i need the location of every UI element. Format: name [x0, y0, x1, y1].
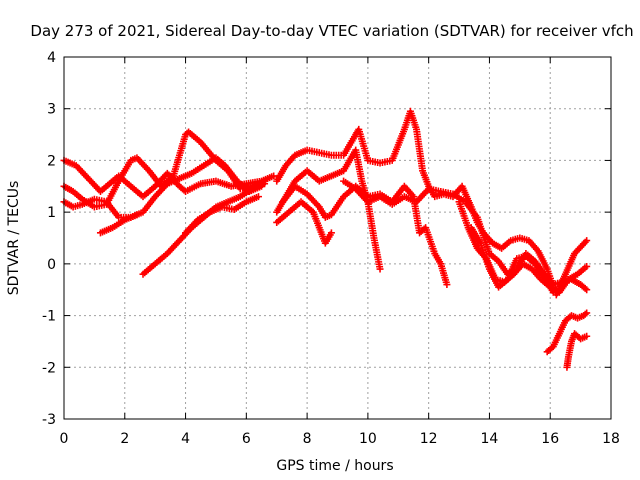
x-tick-label: 14 [481, 431, 499, 447]
y-tick-label: 3 [47, 102, 56, 118]
series-track-j [273, 198, 335, 247]
data-point-marker [583, 237, 591, 245]
data-point-marker [581, 310, 589, 318]
data-point-marker [270, 172, 278, 180]
data-point-marker [254, 193, 262, 201]
x-tick-label: 10 [359, 431, 377, 447]
data-point-marker [443, 281, 451, 289]
series-track-h [273, 146, 384, 273]
x-tick-label: 18 [602, 431, 620, 447]
data-point-marker [549, 288, 557, 296]
chart-title: Day 273 of 2021, Sidereal Day-to-day VTE… [30, 22, 633, 40]
series-track-m [467, 224, 557, 296]
y-tick-label: -2 [42, 360, 56, 376]
y-tick-label: 1 [47, 205, 56, 221]
x-tick-label: 12 [420, 431, 438, 447]
y-tick-label: -3 [42, 412, 56, 428]
data-point-marker [583, 262, 591, 270]
data-point-marker [583, 332, 591, 340]
series-track-d [96, 211, 141, 237]
data-point-marker [376, 265, 384, 273]
series-track-n [543, 309, 591, 356]
x-tick-label: 16 [541, 431, 559, 447]
data-point-marker [133, 211, 141, 219]
y-axis-label: SDTVAR / TECUs [6, 181, 22, 296]
data-point-marker [327, 229, 335, 237]
x-tick-label: 0 [60, 431, 69, 447]
y-tick-label: 4 [47, 50, 56, 66]
y-tick-label: 2 [47, 153, 56, 169]
x-tick-label: 6 [242, 431, 251, 447]
y-tick-label: 0 [47, 257, 56, 273]
x-tick-label: 8 [303, 431, 312, 447]
x-tick-label: 2 [120, 431, 129, 447]
x-tick-labels: 0 2 4 6 8 10 12 14 16 18 [60, 431, 620, 447]
data-point-marker [581, 284, 589, 292]
plot-frame [63, 56, 612, 420]
data-point-marker [583, 286, 591, 294]
series-track-f [182, 193, 262, 237]
x-tick-label: 4 [181, 431, 190, 447]
y-tick-label: -1 [42, 309, 56, 325]
data-point-marker [261, 180, 269, 188]
x-axis-label: GPS time / hours [276, 458, 393, 474]
series-track-o [563, 330, 591, 371]
y-tick-labels: 4 3 2 1 0 -1 -2 -3 [42, 50, 56, 428]
data-point-marker [583, 309, 591, 317]
